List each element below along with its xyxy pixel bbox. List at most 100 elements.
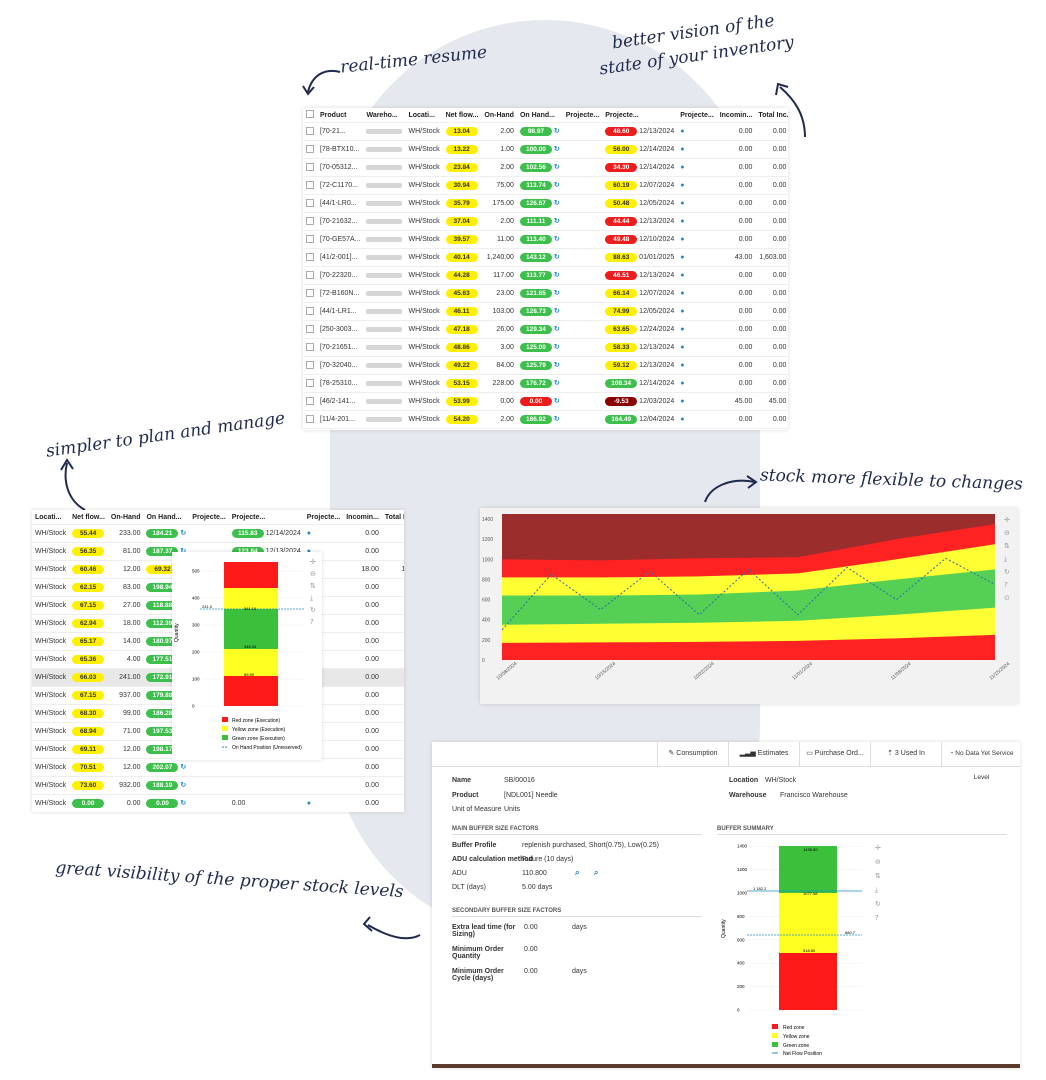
refresh-icon[interactable]: ↻ — [551, 200, 560, 207]
info-icon[interactable]: ● — [677, 230, 717, 249]
location-value[interactable]: WH/Stock — [765, 777, 797, 784]
table-row[interactable]: [70-05312... WH/Stock 23.84 2.00 102.56 ↻ 34.… — [303, 158, 788, 177]
table-row[interactable]: [44/1-LR1... WH/Stock 46.11 103.00 128.73 ↻ 7… — [303, 302, 788, 321]
info-icon[interactable]: ● — [677, 284, 717, 303]
column-header[interactable]: Net flow... — [445, 111, 479, 119]
refresh-icon[interactable]: ↻ — [551, 290, 560, 297]
table-row[interactable]: [72-B160N... WH/Stock 45.63 23.00 121.65 ↻ 66… — [303, 284, 788, 303]
refresh-icon[interactable]: ↻ — [551, 236, 560, 243]
info-icon[interactable]: ● — [677, 158, 717, 177]
refresh-icon[interactable]: ↻ — [551, 146, 560, 153]
list-icon[interactable]: ≡ — [786, 164, 788, 171]
row-checkbox[interactable] — [303, 194, 317, 213]
list-icon[interactable]: ≡ — [786, 128, 788, 135]
row-checkbox[interactable] — [303, 410, 317, 429]
info-icon[interactable]: ● — [677, 122, 717, 141]
table-row[interactable]: [70-21... WH/Stock 13.04 2.00 98.97 ↻ 48.60 1… — [303, 122, 788, 141]
search-icon-2[interactable]: ⌕ — [594, 868, 599, 877]
refresh-icon[interactable]: ↻ — [551, 362, 560, 369]
row-checkbox[interactable] — [303, 338, 317, 357]
row-checkbox[interactable] — [303, 356, 317, 375]
column-header[interactable]: Projecte... — [192, 513, 226, 521]
row-checkbox[interactable] — [303, 140, 317, 159]
list-icon[interactable]: ≡ — [786, 326, 788, 333]
purchase-orders-button[interactable]: ▭ Purchase Ord... — [799, 742, 870, 766]
info-icon[interactable]: ● — [677, 320, 717, 339]
refresh-icon[interactable]: ↻ — [551, 380, 560, 387]
info-icon[interactable]: ● — [677, 302, 717, 321]
table-row[interactable]: [78-25310... WH/Stock 53.15 228.00 176.72 ↻ 1… — [303, 374, 788, 393]
estimates-button[interactable]: ▂▃▅ Estimates — [728, 742, 799, 766]
table-row[interactable]: [70-22320... WH/Stock 44.28 117.00 113.77 ↻ 4… — [303, 266, 788, 285]
list-icon[interactable]: ≡ — [786, 308, 788, 315]
refresh-icon[interactable]: ↻ — [178, 782, 187, 789]
table-row[interactable]: [72-C1170... WH/Stock 30.94 75.00 113.74 ↻ 60… — [303, 176, 788, 195]
list-icon[interactable]: ≡ — [786, 344, 788, 351]
column-header[interactable]: On Hand... — [146, 513, 182, 521]
row-checkbox[interactable] — [303, 158, 317, 177]
column-header[interactable]: Incomin... — [719, 111, 753, 119]
moq-value[interactable]: 0.00 — [524, 946, 538, 953]
info-icon[interactable]: ● — [677, 176, 717, 195]
info-icon[interactable]: ● — [303, 524, 344, 543]
table-row[interactable]: [70-21632... WH/Stock 37.04 2.00 111.11 ↻ 44.… — [303, 212, 788, 231]
refresh-icon[interactable]: ↻ — [551, 218, 560, 225]
table-row[interactable]: [46/2-141... WH/Stock 53.99 0.00 0.00 ↻ -9.53… — [303, 392, 788, 411]
column-header[interactable]: Projecte... — [680, 111, 714, 119]
row-checkbox[interactable] — [303, 266, 317, 285]
column-header[interactable]: Projecte... — [231, 513, 266, 521]
list-icon[interactable]: ≡ — [786, 254, 788, 261]
moc-value[interactable]: 0.00 — [524, 968, 538, 975]
extra-lead-value[interactable]: 0.00 — [524, 924, 538, 931]
column-header[interactable]: Product — [320, 111, 347, 119]
used-in-button[interactable]: ⇡ 3 Used In — [870, 742, 941, 766]
info-icon[interactable]: ● — [677, 212, 717, 231]
list-icon[interactable]: ≡ — [786, 146, 788, 153]
row-checkbox[interactable] — [303, 320, 317, 339]
service-level-button[interactable]: ◔ No Data Yet Service Level — [941, 742, 1020, 781]
row-checkbox[interactable] — [303, 392, 317, 411]
table-row[interactable]: [70-21651... WH/Stock 48.86 3.00 125.00 ↻ 58.… — [303, 338, 788, 357]
uom-value[interactable]: Units — [504, 806, 520, 813]
info-icon[interactable]: ● — [677, 194, 717, 213]
refresh-icon[interactable]: ↻ — [551, 164, 560, 171]
row-checkbox[interactable] — [303, 212, 317, 231]
column-header[interactable]: Locati... — [35, 513, 62, 521]
table-row[interactable]: [70-32040... WH/Stock 49.22 84.00 125.79 ↻ 59… — [303, 356, 788, 375]
row-checkbox[interactable] — [303, 302, 317, 321]
table-row[interactable]: [70-GE57A... WH/Stock 39.57 11.00 113.40 ↻ 49… — [303, 230, 788, 249]
column-header[interactable]: Total Inc... — [758, 111, 788, 119]
row-checkbox[interactable] — [303, 122, 317, 141]
refresh-icon[interactable]: ↻ — [178, 800, 187, 807]
refresh-icon[interactable]: ↻ — [551, 254, 560, 261]
row-checkbox[interactable] — [303, 284, 317, 303]
row-checkbox[interactable] — [303, 428, 317, 430]
refresh-icon[interactable]: ↻ — [551, 272, 560, 279]
refresh-icon[interactable]: ↻ — [551, 398, 560, 405]
column-header[interactable]: Net flow... — [72, 513, 105, 521]
row-checkbox[interactable] — [303, 230, 317, 249]
column-header[interactable]: Locati... — [408, 111, 435, 119]
table-row[interactable]: [41/2-001]... WH/Stock 40.14 1,240.00 143.12… — [303, 248, 788, 267]
column-header[interactable]: Total Inc... — [384, 513, 404, 521]
info-icon[interactable]: ● — [677, 140, 717, 159]
info-icon[interactable]: ● — [677, 266, 717, 285]
refresh-icon[interactable]: ↻ — [178, 530, 187, 537]
info-icon[interactable]: ● — [677, 428, 717, 430]
info-icon[interactable]: ● — [677, 374, 717, 393]
refresh-icon[interactable]: ↻ — [551, 416, 560, 423]
warehouse-value[interactable]: Francisco Warehouse — [780, 792, 848, 799]
list-icon[interactable]: ≡ — [786, 182, 788, 189]
list-icon[interactable]: ≡ — [786, 200, 788, 207]
refresh-icon[interactable]: ↻ — [551, 326, 560, 333]
row-checkbox[interactable] — [303, 374, 317, 393]
column-header[interactable]: Projecte... — [306, 513, 341, 521]
row-checkbox[interactable] — [303, 176, 317, 195]
list-icon[interactable]: ≡ — [786, 236, 788, 243]
column-header[interactable]: Projecte... — [605, 111, 639, 119]
